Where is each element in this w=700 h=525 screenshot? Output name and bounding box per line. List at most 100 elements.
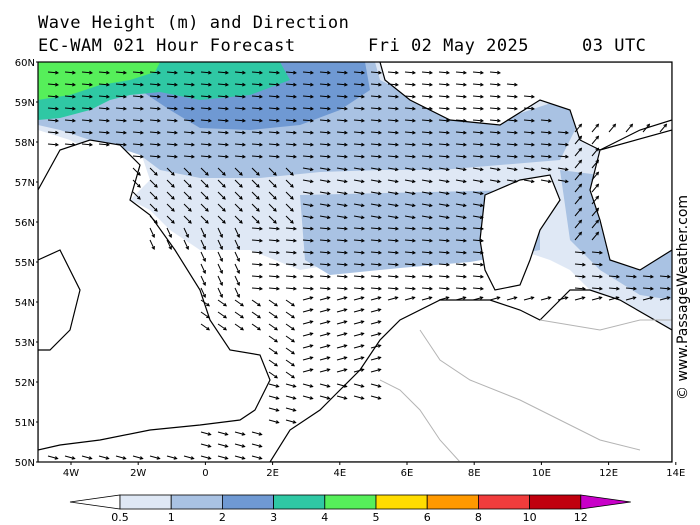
wave-direction-arrow [166,94,179,99]
wave-direction-arrow [404,296,416,301]
wave-direction-arrow [455,106,468,111]
wave-direction-arrow [166,118,179,123]
wave-direction-arrow [370,356,382,361]
wave-direction-arrow [234,106,247,111]
wave-direction-arrow [302,82,315,87]
wave-direction-arrow [591,250,604,255]
wave-direction-arrow [472,191,484,196]
wave-direction-arrow [336,320,348,325]
wave-direction-arrow [81,142,94,147]
wave-direction-arrow [268,299,279,307]
wave-direction-arrow [285,118,298,123]
wave-direction-arrow [455,191,467,196]
wave-direction-arrow [540,130,553,135]
wave-direction-arrow [217,106,230,111]
wave-direction-arrow [268,226,281,231]
wave-direction-arrow [353,106,366,111]
wave-direction-arrow [302,118,315,123]
wave-direction-arrow [183,227,189,239]
wave-direction-arrow [234,263,240,275]
wave-direction-arrow [404,106,417,111]
wave-direction-arrow [574,159,583,169]
wave-direction-arrow [438,203,450,208]
wave-direction-arrow [183,215,192,224]
wave-direction-arrow [523,106,536,111]
wave-direction-arrow [387,94,400,99]
wave-direction-arrow [268,203,277,212]
latitude-label: 59N [15,98,35,109]
wave-direction-arrow [472,238,485,243]
wave-direction-arrow [489,106,502,111]
wave-direction-arrow [64,70,77,75]
wave-direction-arrow [421,203,433,208]
wave-direction-arrow [421,179,433,184]
wave-direction-arrow [98,455,110,460]
wave-direction-arrow [370,286,383,291]
colorbar-label: 1 [168,511,175,524]
wave-direction-arrow [166,215,175,224]
wave-direction-arrow [302,274,315,279]
wave-direction-arrow [489,70,502,75]
wave-direction-arrow [455,203,467,208]
wave-direction-arrow [438,238,451,243]
wave-direction-arrow [591,159,600,169]
wave-direction-arrow [200,323,211,331]
wave-direction-arrow [268,383,280,388]
wave-direction-arrow [132,70,145,75]
wave-direction-arrow [404,142,417,147]
wave-direction-arrow [234,227,240,239]
wave-direction-arrow [472,296,484,301]
wave-direction-arrow [404,203,416,208]
wave-direction-arrow [302,226,315,231]
wave-direction-arrow [81,130,94,135]
wave-direction-arrow [285,359,296,367]
wave-direction-arrow [336,179,348,184]
wave-direction-arrow [336,250,349,255]
wave-direction-arrow [336,238,349,243]
wave-direction-arrow [387,70,400,75]
wave-direction-arrow [251,179,260,188]
wave-direction-arrow [268,347,279,355]
wave-direction-arrow [234,287,240,299]
wave-direction-arrow [149,82,162,87]
wave-direction-arrow [421,94,434,99]
wave-direction-arrow [115,94,128,99]
wave-direction-arrow [438,226,451,231]
wave-direction-arrow [319,154,332,159]
wave-direction-arrow [625,123,634,133]
wave-direction-arrow [353,395,365,400]
wave-direction-arrow [81,118,94,123]
wave-direction-arrow [489,142,502,147]
wave-direction-arrow [302,238,315,243]
wave-direction-arrow [285,407,297,412]
wave-direction-arrow [540,142,553,147]
wave-direction-arrow [217,118,230,123]
wave-direction-arrow [659,296,671,301]
wave-direction-arrow [438,296,450,301]
wave-direction-arrow [200,82,213,87]
wave-direction-arrow [302,215,314,220]
wave-direction-arrow [132,455,144,460]
wave-direction-arrow [455,167,467,172]
wave-direction-arrow [438,179,450,184]
wave-direction-arrow [591,147,600,157]
wave-direction-arrow [268,94,281,99]
wave-direction-arrow [234,82,247,87]
wave-direction-arrow [438,286,451,291]
wave-direction-arrow [285,226,298,231]
wave-direction-arrow [353,383,365,388]
wave-direction-arrow [149,118,162,123]
wave-direction-arrow [421,106,434,111]
wave-direction-arrow [251,286,264,291]
wave-direction-arrow [404,274,417,279]
wave-direction-arrow [251,70,264,75]
wave-direction-arrow [353,320,365,325]
wave-direction-arrow [438,250,451,255]
wave-direction-arrow [302,308,314,313]
wave-direction-arrow [336,82,349,87]
wave-direction-arrow [336,215,348,220]
wave-direction-arrow [336,203,348,208]
wave-direction-arrow [234,215,243,224]
wave-direction-arrow [319,191,331,196]
border-line [379,379,461,462]
